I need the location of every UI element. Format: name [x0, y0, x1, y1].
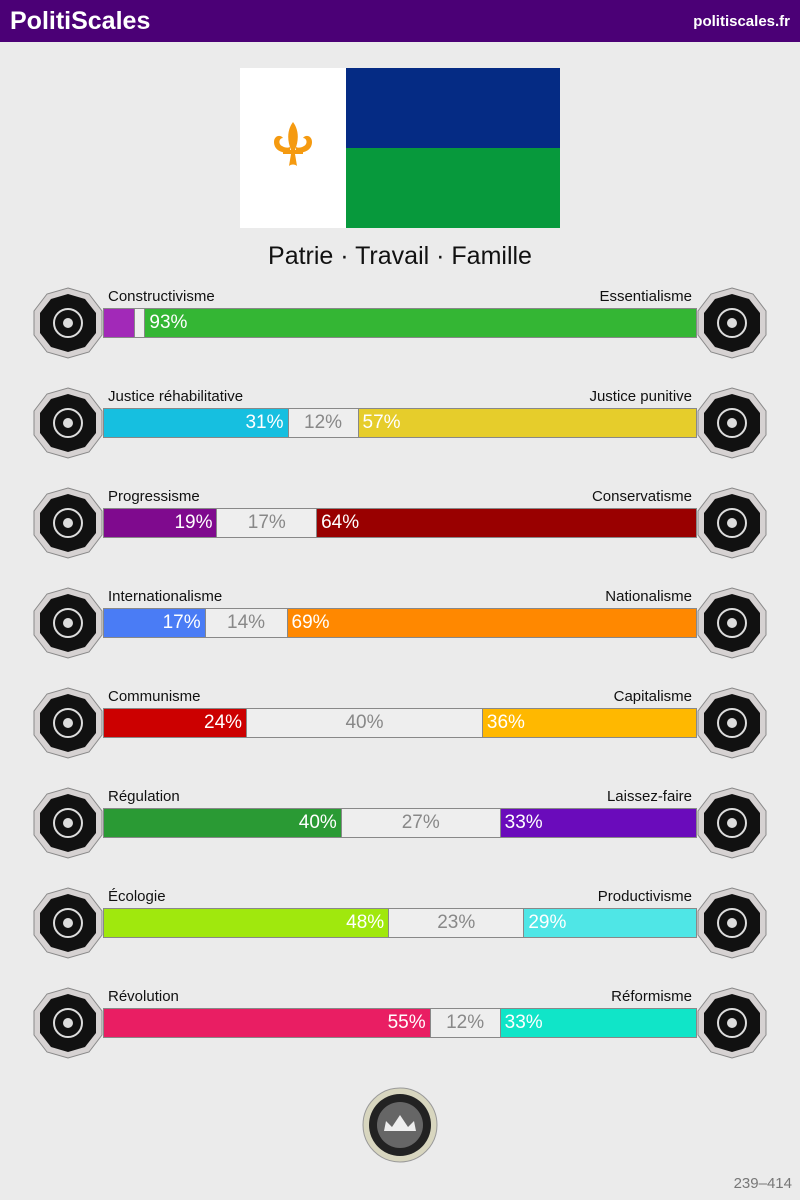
axis-row: Régulation Laissez-faire 40% 27% 33%	[0, 787, 800, 868]
axis-left-label: Révolution	[108, 988, 179, 1005]
axis-bar: 93%	[103, 308, 697, 338]
axis-right-label: Conservatisme	[591, 488, 692, 505]
axis-bar: 19% 17% 64%	[103, 508, 697, 538]
axis-row: Progressisme Conservatisme 19% 17% 64%	[0, 487, 800, 568]
gear-icon	[697, 887, 767, 959]
axis-right-label: Laissez-faire	[606, 788, 692, 805]
right-segment: 36%	[482, 709, 696, 737]
axis-bar: 55% 12% 33%	[103, 1008, 697, 1038]
right-segment: 33%	[500, 809, 696, 837]
axis-row: Communisme Capitalisme 24% 40% 36%	[0, 687, 800, 768]
left-segment: 48%	[104, 909, 389, 937]
header-bar: PolitiScales politiscales.fr	[0, 0, 800, 42]
butterfly-icon	[697, 787, 767, 859]
right-segment: 33%	[500, 1009, 696, 1037]
left-segment: 19%	[104, 509, 217, 537]
neutral-segment: 27%	[340, 809, 501, 837]
neutral-segment	[133, 309, 146, 337]
quill-icon	[697, 487, 767, 559]
axis-left-label: Régulation	[108, 788, 180, 805]
axis-left-label: Justice réhabilitative	[108, 388, 244, 405]
axis-right-label: Capitalisme	[613, 688, 692, 705]
fleur-de-lis-icon	[274, 122, 312, 166]
axis-left-label: Communisme	[108, 688, 201, 705]
left-segment: 24%	[104, 709, 247, 737]
left-segment	[104, 309, 134, 337]
flag-icon	[697, 587, 767, 659]
fist-icon	[33, 987, 103, 1059]
sprout-icon	[33, 887, 103, 959]
neutral-segment: 12%	[429, 1009, 501, 1037]
prison-bars-icon	[697, 387, 767, 459]
neutral-segment: 40%	[246, 709, 483, 737]
axis-right-label: Nationalisme	[605, 588, 692, 605]
axis-right-label: Réformisme	[611, 988, 692, 1005]
right-segment: 69%	[287, 609, 696, 637]
flower-icon	[697, 287, 767, 359]
brand-title[interactable]: PolitiScales	[10, 6, 151, 35]
right-segment: 29%	[524, 909, 696, 937]
left-segment: 31%	[104, 409, 288, 437]
right-segment: 93%	[145, 309, 696, 337]
axis-right-label: Justice punitive	[589, 388, 692, 405]
axis-row: Écologie Productivisme 48% 23% 29%	[0, 887, 800, 968]
right-segment: 64%	[317, 509, 696, 537]
axis-row: Justice réhabilitative Justice punitive …	[0, 387, 800, 468]
left-segment: 17%	[104, 609, 205, 637]
handshake-icon	[33, 387, 103, 459]
flag	[240, 68, 560, 228]
money-bag-icon	[697, 687, 767, 759]
rocket-icon	[33, 487, 103, 559]
right-segment: 57%	[358, 409, 696, 437]
hammer-sickle-icon	[33, 687, 103, 759]
axis-left-label: Écologie	[108, 888, 166, 905]
axis-row: Internationalisme Nationalisme 17% 14% 6…	[0, 587, 800, 668]
ruler-icon	[33, 787, 103, 859]
axis-right-label: Essentialisme	[599, 288, 692, 305]
axis-left-label: Constructivisme	[108, 288, 215, 305]
globe-icon	[33, 587, 103, 659]
motto: Patrie · Travail · Famille	[268, 242, 532, 270]
crown-seal-icon	[362, 1087, 438, 1163]
axis-left-label: Internationalisme	[108, 588, 223, 605]
axis-row: Constructivisme Essentialisme 93%	[0, 287, 800, 368]
axis-bar: 17% 14% 69%	[103, 608, 697, 638]
site-link[interactable]: politiscales.fr	[693, 12, 790, 30]
axis-bar: 31% 12% 57%	[103, 408, 697, 438]
axis-left-label: Progressisme	[108, 488, 200, 505]
left-segment: 55%	[104, 1009, 430, 1037]
axis-right-label: Productivisme	[597, 888, 692, 905]
axis-bar: 24% 40% 36%	[103, 708, 697, 738]
axis-bar: 48% 23% 29%	[103, 908, 697, 938]
left-segment: 40%	[104, 809, 341, 837]
axis-bar: 40% 27% 33%	[103, 808, 697, 838]
result-code: 239–414	[733, 1175, 792, 1192]
neutral-segment: 23%	[388, 909, 525, 937]
eye-icon	[33, 287, 103, 359]
neutral-segment: 17%	[216, 509, 318, 537]
axis-row: Révolution Réformisme 55% 12% 33%	[0, 987, 800, 1068]
neutral-segment: 14%	[204, 609, 288, 637]
parliament-icon	[697, 987, 767, 1059]
neutral-segment: 12%	[287, 409, 359, 437]
